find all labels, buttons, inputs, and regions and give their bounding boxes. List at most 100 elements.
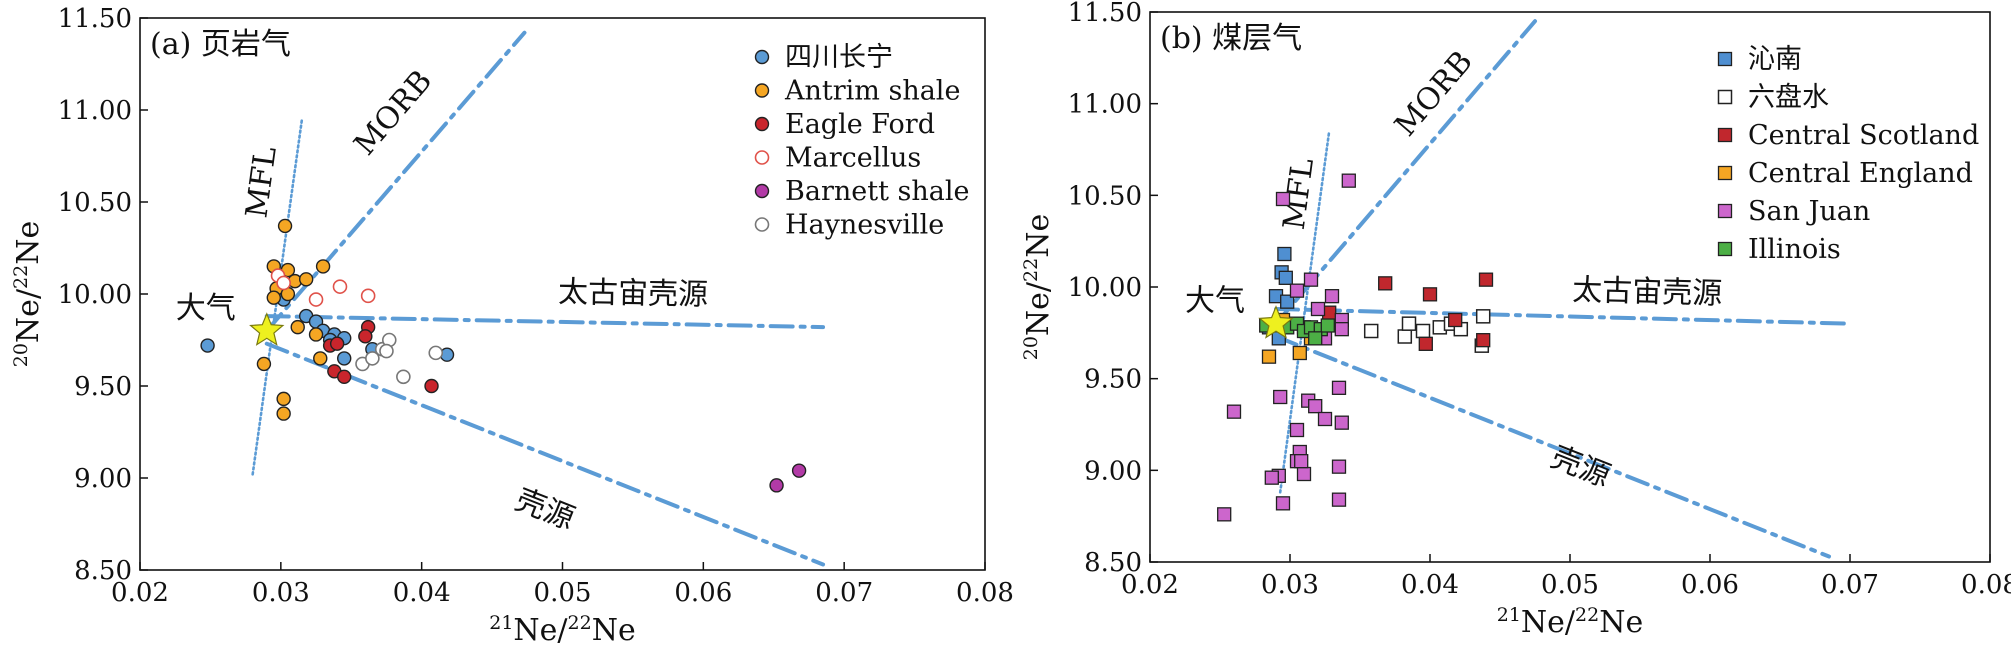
series-Illinois <box>1259 316 1335 346</box>
legend-entry: San Juan <box>1748 196 1870 227</box>
data-point <box>1303 272 1319 287</box>
y-tick-label: 10.00 <box>58 280 132 310</box>
legend-marker <box>754 49 770 65</box>
legend-entry: 沁南 <box>1748 44 1802 75</box>
data-point <box>1334 322 1349 337</box>
y-tick-label: 10.50 <box>1068 181 1142 211</box>
chart-panel-a: 0.02 0.03 0.04 0.05 0.06 0.07 0.08 8.50 9.00 9.50… <box>10 4 1014 648</box>
data-point <box>1378 276 1393 291</box>
data-point <box>1363 323 1379 339</box>
series-Haynesville <box>355 332 444 385</box>
line-label-MFL: MFL <box>239 144 283 220</box>
y-tick-label: 10.00 <box>1068 273 1142 303</box>
data-point <box>276 275 291 291</box>
legend-entry: Haynesville <box>785 210 944 241</box>
data-point <box>1275 496 1291 511</box>
data-point <box>308 327 324 342</box>
data-point <box>1476 333 1491 348</box>
data-point <box>313 351 328 366</box>
data-point <box>365 351 380 366</box>
data-point <box>329 336 345 351</box>
data-point <box>1331 380 1347 395</box>
data-point <box>308 292 324 307</box>
y-tick-label: 8.50 <box>1084 548 1142 578</box>
legend-entry: 四川长宁 <box>785 42 893 73</box>
legend-marker <box>754 183 770 199</box>
data-point <box>1277 246 1292 262</box>
reference-line-壳源 <box>264 341 826 567</box>
data-point <box>1289 283 1305 298</box>
data-point <box>1292 345 1307 361</box>
x-tick-label: 0.06 <box>674 578 732 608</box>
reference-line-壳源 <box>1274 334 1831 559</box>
data-point <box>315 259 331 274</box>
series-四川长宁 <box>200 292 455 366</box>
panel-label: (b) 煤层气 <box>1160 21 1302 56</box>
data-point <box>791 463 807 478</box>
x-tick-label: 0.07 <box>815 578 873 608</box>
line-label-太古宙壳源: 太古宙壳源 <box>558 275 709 313</box>
series-Central Scotland <box>1322 272 1494 351</box>
chart-panel-b: 0.02 0.03 0.04 0.05 0.06 0.07 0.08 8.50 9.00 9.50… <box>1020 0 2011 640</box>
legend-entry: Central Scotland <box>1748 120 1979 151</box>
panel-label: (a) 页岩气 <box>150 27 291 62</box>
reference-line-MORB <box>1274 19 1537 326</box>
data-point <box>332 279 348 294</box>
x-tick-label: 0.08 <box>1961 570 2011 600</box>
data-point <box>1422 287 1438 302</box>
legend-marker <box>1717 165 1733 181</box>
data-point <box>428 345 444 361</box>
data-point <box>290 319 305 335</box>
legend-entry: 六盘水 <box>1748 82 1829 113</box>
y-tick-label: 11.00 <box>1068 90 1142 120</box>
x-tick-label: 0.04 <box>1401 570 1459 600</box>
legend-marker <box>754 83 770 98</box>
legend-entry: Central England <box>1748 158 1973 189</box>
data-point <box>1324 289 1340 304</box>
y-tick-label: 11.00 <box>58 96 132 126</box>
x-tick-label: 0.04 <box>393 578 451 608</box>
data-point <box>396 369 411 385</box>
x-tick-label: 0.05 <box>1541 570 1599 600</box>
legend-marker <box>1717 127 1733 143</box>
data-point <box>379 343 394 359</box>
x-tick-label: 0.02 <box>111 578 169 608</box>
data-point <box>1341 173 1356 188</box>
data-point <box>1331 492 1347 507</box>
line-label-太古宙壳源: 太古宙壳源 <box>1572 273 1723 312</box>
legend-entry: Eagle Ford <box>785 109 935 140</box>
x-tick-label: 0.02 <box>1121 570 1179 600</box>
y-tick-label: 9.50 <box>74 372 132 402</box>
line-label-壳源: 壳源 <box>511 482 580 537</box>
data-point <box>1217 507 1232 522</box>
atmosphere-star-icon <box>1258 305 1294 339</box>
data-point <box>1418 336 1433 351</box>
y-tick-label: 9.50 <box>1084 365 1142 395</box>
data-point <box>1308 331 1323 346</box>
line-label-壳源: 壳源 <box>1546 440 1615 495</box>
data-point <box>1331 459 1347 474</box>
x-axis-title: 21Ne/22Ne <box>1497 604 1644 640</box>
data-point <box>200 338 215 353</box>
data-point <box>1296 466 1312 482</box>
data-point <box>1401 316 1417 331</box>
data-point <box>1415 323 1431 339</box>
data-point <box>360 288 376 304</box>
data-point <box>256 356 272 372</box>
y-tick-label: 9.00 <box>1084 456 1142 486</box>
atmosphere-star-icon <box>249 312 285 346</box>
data-point <box>337 351 352 366</box>
data-point <box>1294 454 1309 469</box>
series-San Juan <box>1217 173 1356 522</box>
data-point <box>276 391 291 407</box>
x-tick-label: 0.06 <box>1681 570 1739 600</box>
y-axis-title: 20Ne/22Ne <box>1020 214 1056 361</box>
data-point <box>277 218 293 234</box>
series-Barnett shale <box>769 463 807 493</box>
data-point <box>1475 309 1491 324</box>
data-point <box>1275 191 1291 207</box>
data-point <box>1226 404 1242 419</box>
data-point <box>424 378 439 394</box>
